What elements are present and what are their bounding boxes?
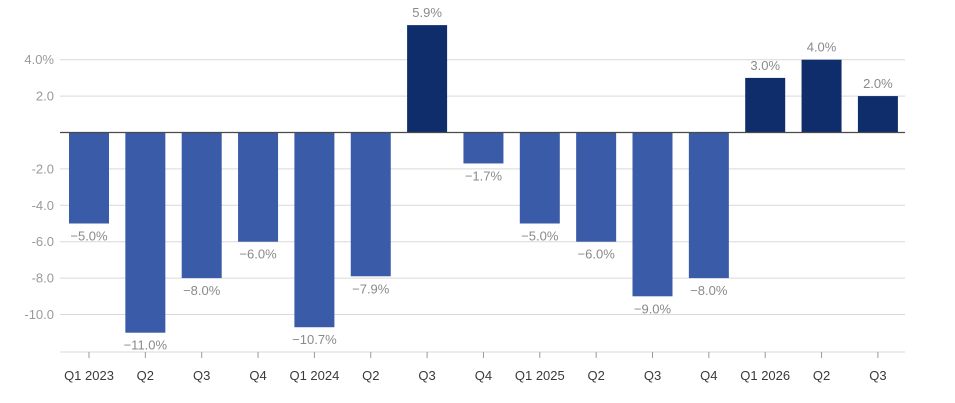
y-tick-label: 4.0%: [24, 52, 54, 67]
data-label: −1.7%: [465, 168, 503, 183]
y-tick-label: -8.0: [32, 271, 54, 286]
x-tick-label: Q1 2024: [289, 368, 339, 383]
data-label: 2.0%: [863, 76, 893, 91]
bar: [125, 132, 166, 333]
x-tick-label: Q3: [869, 368, 886, 383]
data-label: −10.7%: [292, 332, 337, 347]
bar: [350, 132, 391, 277]
data-label: −5.0%: [521, 229, 559, 244]
data-label: −6.0%: [239, 247, 277, 262]
bar: [801, 59, 842, 133]
data-label: −7.9%: [352, 281, 390, 296]
y-tick-label: -6.0: [32, 234, 54, 249]
y-tick-label: 2.0: [36, 89, 54, 104]
bar: [238, 132, 279, 242]
x-tick-label: Q1 2023: [64, 368, 114, 383]
x-tick-label: Q3: [418, 368, 435, 383]
data-label: −11.0%: [124, 338, 168, 353]
data-label: −5.0%: [70, 229, 108, 244]
data-label: 4.0%: [807, 40, 837, 55]
x-tick-label: Q4: [475, 368, 492, 383]
y-tick-label: -2.0: [32, 161, 54, 176]
x-tick-label: Q1 2025: [515, 368, 565, 383]
bar: [857, 96, 898, 133]
bar: [463, 132, 504, 164]
x-tick-label: Q3: [644, 368, 661, 383]
data-label: −9.0%: [634, 301, 672, 316]
data-label: −8.0%: [690, 283, 728, 298]
data-label: 3.0%: [750, 58, 780, 73]
x-tick-label: Q2: [813, 368, 830, 383]
x-tick-label: Q1 2026: [740, 368, 790, 383]
bar: [519, 132, 560, 224]
data-label: 5.9%: [412, 5, 442, 20]
x-tick-label: Q4: [700, 368, 717, 383]
bar: [632, 132, 673, 297]
bar: [745, 77, 786, 133]
x-tick-label: Q4: [249, 368, 266, 383]
x-tick-label: Q2: [587, 368, 604, 383]
bar: [294, 132, 335, 328]
y-tick-label: -4.0: [32, 198, 54, 213]
x-tick-label: Q3: [193, 368, 210, 383]
y-tick-label: -10.0: [24, 307, 54, 322]
x-tick-label: Q2: [362, 368, 379, 383]
bar: [688, 132, 729, 279]
data-label: −8.0%: [183, 283, 221, 298]
data-label: −6.0%: [578, 247, 616, 262]
bar: [576, 132, 617, 242]
bar: [181, 132, 222, 279]
bar: [407, 25, 448, 133]
bar: [69, 132, 109, 224]
x-tick-label: Q2: [137, 368, 154, 383]
